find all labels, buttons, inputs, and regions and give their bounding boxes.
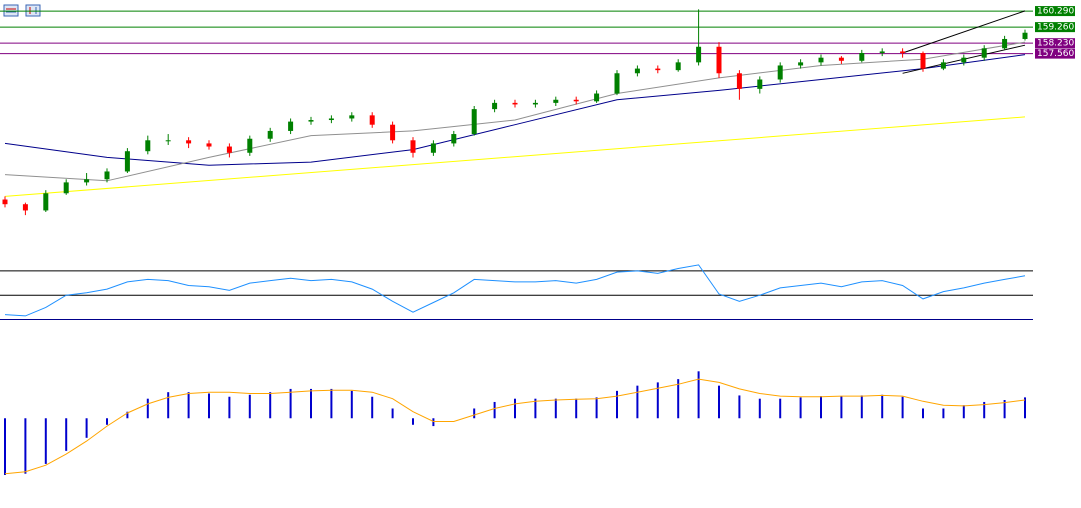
moving-average [4,41,1026,182]
level-label: 157.560 [1037,49,1074,59]
rsi-line [4,264,1026,317]
candle-body [634,68,640,74]
candle-body [553,99,559,103]
toolbar-icons [3,4,41,17]
candle-body [288,121,294,131]
candle-body [451,134,457,144]
candle-body [675,62,681,71]
candle-body [145,140,151,152]
level-label: 158.230 [1037,39,1074,49]
level-label: 159.260 [1037,23,1074,33]
candle-body [614,73,620,94]
candle-body [104,171,110,180]
candle-body [63,182,69,194]
candle-body [900,51,906,53]
candle-body [1002,38,1008,49]
level-label-bg [1035,22,1075,33]
candle-body [206,143,212,147]
candle-body [186,140,192,144]
candle-body [349,115,355,119]
candle-body [43,193,49,211]
candle-body [573,99,579,102]
candle-body [818,57,824,63]
candle-body [328,118,334,121]
candle-body [736,73,742,89]
candle-body [696,46,702,63]
macd-signal [4,378,1026,475]
candle-body [226,146,232,153]
icon[interactable] [3,4,19,17]
candle-body [2,199,8,205]
candle-body [410,140,416,153]
candle-body [247,138,253,153]
candle-body [369,115,375,125]
channel-line [902,10,1026,54]
level-label-bg [1035,48,1075,59]
candle-body [594,93,600,102]
candle-body [84,179,90,183]
candle-body [390,124,396,141]
moving-average [4,116,1026,197]
candle-body [981,48,987,58]
moving-average [4,54,1026,166]
candle-body [308,120,314,122]
candle-body [879,51,885,53]
candle-body [757,79,763,89]
level-label: 160.290 [1037,7,1074,17]
candle-body [124,151,130,172]
candle-body [532,102,538,105]
candle-body [492,102,498,110]
candle-body [838,57,844,61]
candle-body [430,143,436,153]
candle-body [716,46,722,74]
candle-body [165,140,171,142]
candle-body [940,62,946,69]
candle-body [655,68,661,71]
candle-body [920,53,926,69]
candle-body [961,57,967,63]
candle-body [1022,32,1028,39]
candle-body [859,53,865,61]
candle-body [512,102,518,105]
candle-body [471,109,477,135]
candle-body [22,204,28,211]
candle-body [267,130,273,139]
candle-body [777,65,783,80]
candle-body [798,62,804,66]
icon[interactable] [25,4,41,17]
level-label-bg [1035,38,1075,49]
level-label-bg [1035,6,1075,17]
